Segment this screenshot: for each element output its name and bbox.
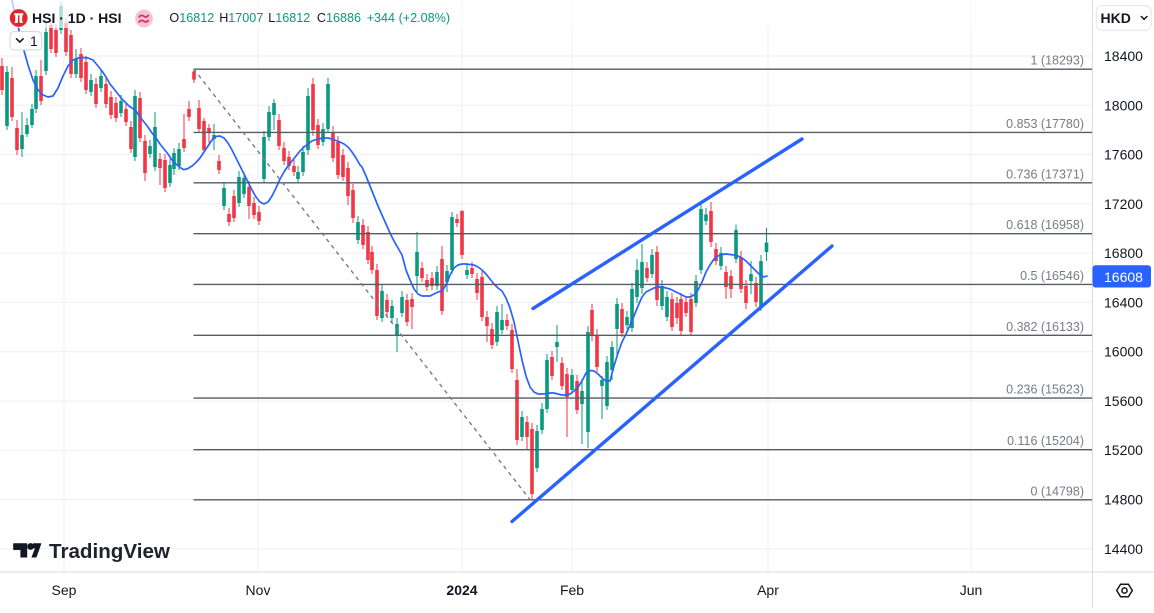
svg-text:0.236 (15623): 0.236 (15623) xyxy=(1006,383,1084,397)
svg-text:0.116 (15204): 0.116 (15204) xyxy=(1007,434,1084,448)
svg-text:+344: +344 xyxy=(367,11,395,25)
svg-text:17200: 17200 xyxy=(1104,196,1143,212)
svg-text:0.382 (16133): 0.382 (16133) xyxy=(1006,320,1084,334)
svg-text:H17007: H17007 xyxy=(219,11,263,25)
svg-text:16000: 16000 xyxy=(1104,344,1143,360)
svg-text:16400: 16400 xyxy=(1104,294,1143,310)
svg-text:TradingView: TradingView xyxy=(49,540,171,563)
svg-text:O16812: O16812 xyxy=(169,11,214,25)
svg-text:17600: 17600 xyxy=(1104,147,1143,163)
svg-text:Feb: Feb xyxy=(560,582,584,598)
svg-text:Jun: Jun xyxy=(960,582,983,598)
svg-text:14800: 14800 xyxy=(1104,492,1143,508)
svg-text:Nov: Nov xyxy=(246,582,271,598)
svg-text:0 (14798): 0 (14798) xyxy=(1030,484,1084,498)
svg-text:18400: 18400 xyxy=(1104,48,1143,64)
svg-text:1: 1 xyxy=(30,33,38,49)
svg-text:15200: 15200 xyxy=(1104,442,1143,458)
svg-text:HKD: HKD xyxy=(1101,10,1131,26)
svg-text:HSI · 1D · HSI: HSI · 1D · HSI xyxy=(32,10,121,26)
svg-text:16608: 16608 xyxy=(1104,269,1143,285)
svg-text:0.736 (17371): 0.736 (17371) xyxy=(1006,167,1084,181)
svg-text:C16886: C16886 xyxy=(317,11,361,25)
svg-text:18000: 18000 xyxy=(1104,97,1143,113)
svg-text:L16812: L16812 xyxy=(268,11,310,25)
svg-text:15600: 15600 xyxy=(1104,393,1143,409)
svg-text:0.853 (17780): 0.853 (17780) xyxy=(1006,117,1084,131)
svg-text:2024: 2024 xyxy=(446,582,477,598)
svg-text:1 (18293): 1 (18293) xyxy=(1030,54,1084,68)
svg-text:0.618 (16958): 0.618 (16958) xyxy=(1006,218,1084,232)
svg-text:14400: 14400 xyxy=(1104,541,1143,557)
svg-text:(+2.08%): (+2.08%) xyxy=(399,11,450,25)
svg-text:Sep: Sep xyxy=(52,582,77,598)
svg-text:Apr: Apr xyxy=(757,582,779,598)
svg-text:0.5 (16546): 0.5 (16546) xyxy=(1020,269,1084,283)
svg-text:16800: 16800 xyxy=(1104,245,1143,261)
